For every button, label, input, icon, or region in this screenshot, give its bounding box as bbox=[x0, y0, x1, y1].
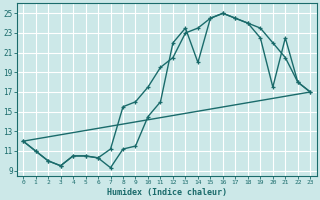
X-axis label: Humidex (Indice chaleur): Humidex (Indice chaleur) bbox=[107, 188, 227, 197]
